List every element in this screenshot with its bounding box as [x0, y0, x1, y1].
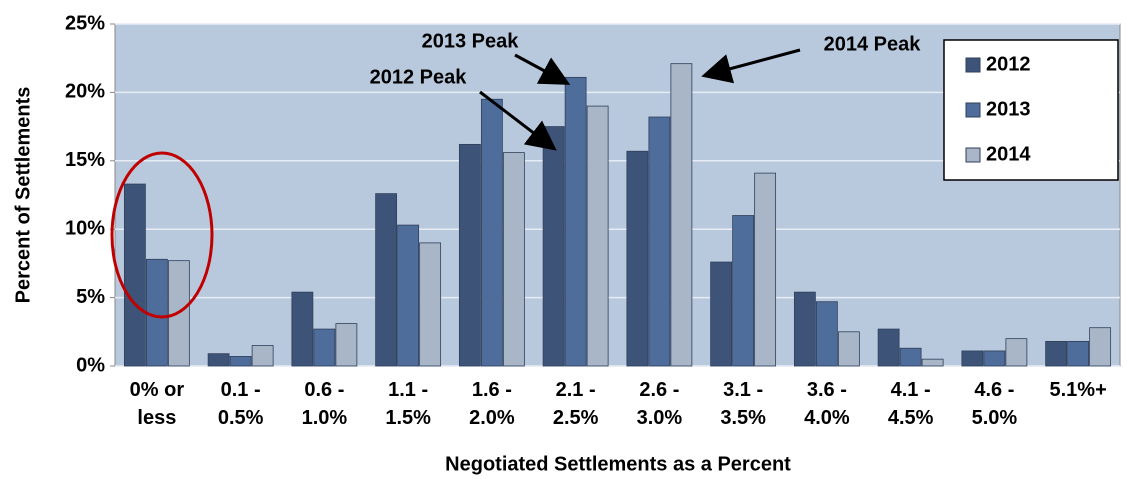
bar [1045, 340, 1068, 367]
annotation-arrow [479, 90, 557, 151]
bar [921, 358, 944, 367]
x-tick-label: 3.1 - 3.5% [720, 379, 766, 429]
bar [710, 261, 733, 367]
bar [145, 258, 168, 367]
bar [313, 328, 336, 367]
bar [480, 98, 503, 367]
annotation: 2012 Peak [370, 66, 468, 88]
legend-label: 2014 [986, 143, 1031, 165]
y-tick-label: 0% [76, 354, 105, 376]
annotation-arrow [514, 53, 571, 85]
bar [1067, 340, 1090, 367]
bar [375, 193, 398, 367]
x-tick-label: 1.1 - 1.5% [385, 379, 431, 429]
highlight-ellipse [110, 151, 214, 319]
bar [335, 323, 358, 367]
bar [899, 347, 922, 367]
bar [251, 345, 274, 367]
bar [502, 152, 525, 367]
x-tick-label: 4.6 - 5.0% [971, 379, 1018, 429]
y-tick-label: 5% [76, 286, 105, 308]
y-tick-label: 25% [65, 12, 105, 34]
bar [586, 105, 609, 367]
legend-label: 2013 [986, 98, 1031, 120]
x-tick-label: 0% or less [129, 379, 185, 429]
x-tick-label: 1.6 - 2.0% [469, 379, 515, 429]
bar [1005, 338, 1028, 367]
bar [754, 172, 777, 367]
x-axis-label: Negotiated Settlements as a Percent [445, 453, 791, 475]
bar [397, 224, 420, 367]
bar [648, 116, 671, 367]
bar [229, 356, 252, 367]
x-tick-label: 4.1 - 4.5% [887, 379, 934, 429]
bar [123, 183, 146, 367]
legend-swatch [965, 102, 981, 118]
bar [542, 126, 565, 367]
annotation: 2013 Peak [422, 30, 520, 52]
x-tick-label: 3.6 - 4.0% [804, 379, 850, 429]
legend-label: 2012 [986, 53, 1031, 75]
bar [458, 143, 481, 367]
legend-swatch [965, 57, 981, 73]
annotation-arrow [701, 48, 801, 84]
y-axis-label: Percent of Settlements [12, 87, 34, 304]
bar [564, 76, 587, 367]
bar [732, 215, 755, 367]
bar [815, 301, 838, 367]
bar [1089, 327, 1112, 367]
y-tick-label: 20% [65, 81, 105, 103]
y-tick-label: 10% [65, 217, 105, 239]
x-tick-label: 0.6 - 1.0% [301, 379, 348, 429]
annotation: 2014 Peak [824, 33, 922, 55]
bar [670, 63, 693, 367]
bar [877, 328, 900, 367]
x-tick-label: 2.6 - 3.0% [636, 379, 683, 429]
bar [291, 291, 314, 367]
x-tick-label: 0.1 - 0.5% [217, 379, 264, 429]
bar [961, 350, 984, 367]
legend-swatch [965, 147, 981, 163]
bar [419, 242, 442, 367]
bar [837, 331, 860, 367]
x-tick-label: 5.1%+ [1049, 379, 1107, 401]
bar [207, 353, 230, 367]
x-tick-label: 2.1 - 2.5% [552, 379, 599, 429]
bar [626, 150, 649, 367]
y-tick-label: 15% [65, 149, 105, 171]
bar [793, 291, 816, 367]
bar [983, 350, 1006, 367]
